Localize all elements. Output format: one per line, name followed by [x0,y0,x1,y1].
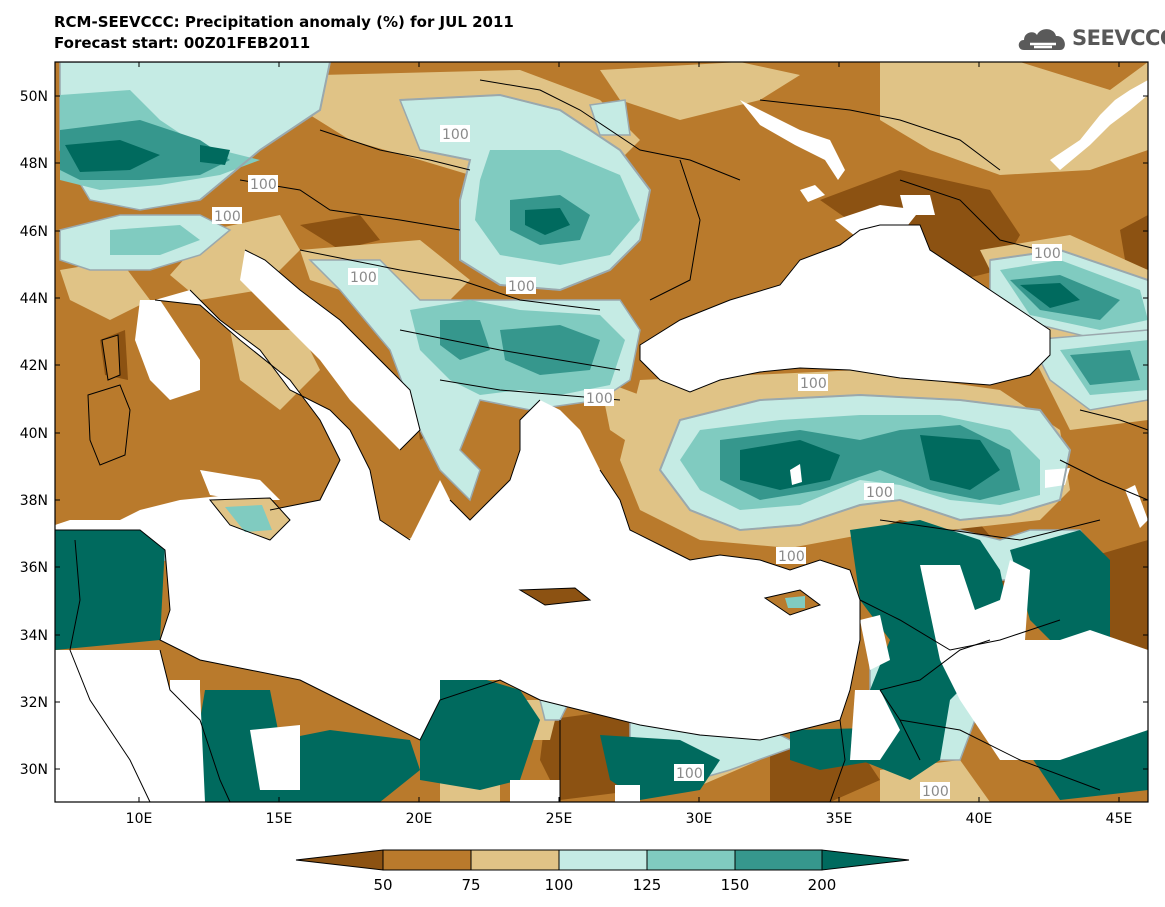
cloud-icon [1018,29,1065,50]
contour-labels: 100 100 100 100 100 100 100 100 100 100 … [212,125,1062,800]
colorbar-swatch [734,849,823,871]
colorbar-label: 200 [808,876,837,894]
borders-coastlines [55,79,1148,802]
lon-tick-label: 30E [686,811,713,827]
map-frame [54,61,1149,803]
masked-areas [55,80,1148,802]
lat-tick-label: 34N [20,628,48,644]
isoline-100 [199,62,1148,532]
colorbar-over-triangle [821,849,910,871]
lon-tick-label: 15E [266,811,293,827]
colorbar-swatch [646,849,736,871]
lon-tick-label: 10E [126,811,153,827]
lat-tick-label: 38N [20,493,48,509]
colorbar-swatch [382,849,472,871]
lat-tick-label: 30N [20,762,48,778]
contour-label: 100 [922,784,949,800]
lon-tick-label: 35E [826,811,853,827]
lat-tick-label: 50N [20,89,48,105]
lat-tick-label: 42N [20,358,48,374]
lat-tick-label: 46N [20,224,48,240]
forecast-start-label: Forecast start: 00Z01FEB2011 [54,34,311,52]
colorbar-swatch [470,849,560,871]
colorbar: 50 75 100 125 150 200 [295,849,910,894]
lat-tick-label: 44N [20,291,48,307]
colorbar-label: 75 [461,876,480,894]
latitude-axis: 50N 48N 46N 44N 42N 40N 38N 36N 34N 32N … [20,89,1148,778]
contour-label: 100 [508,279,535,295]
contour-label: 100 [676,766,703,782]
lat-tick-label: 48N [20,156,48,172]
lat-tick-label: 40N [20,426,48,442]
contour-label: 100 [866,485,893,501]
map-field: 100 100 100 100 100 100 100 100 100 100 … [55,62,1148,802]
colorbar-under-triangle [295,849,384,871]
contour-label: 100 [778,549,805,565]
lon-tick-label: 45E [1106,811,1133,827]
colorbar-label: 100 [545,876,574,894]
lon-tick-label: 25E [546,811,573,827]
contour-label: 100 [442,127,469,143]
lat-tick-label: 36N [20,560,48,576]
map-title: RCM-SEEVCCC: Precipitation anomaly (%) f… [54,13,514,31]
logo-text: SEEVCCC [1072,26,1165,50]
colorbar-swatch [558,849,648,871]
contour-label: 100 [1034,246,1061,262]
lat-tick-label: 32N [20,695,48,711]
lon-tick-label: 20E [406,811,433,827]
colorbar-label: 150 [721,876,750,894]
contour-label: 100 [214,209,241,225]
contour-label: 100 [586,391,613,407]
seevccc-logo: SEEVCCC [1016,20,1165,56]
longitude-axis: 10E 15E 20E 25E 30E 35E 40E 45E [126,62,1133,827]
contour-label: 100 [250,177,277,193]
contour-label: 100 [350,270,377,286]
lon-tick-label: 40E [966,811,993,827]
colorbar-label: 125 [633,876,662,894]
contour-label: 100 [800,376,827,392]
colorbar-label: 50 [373,876,392,894]
